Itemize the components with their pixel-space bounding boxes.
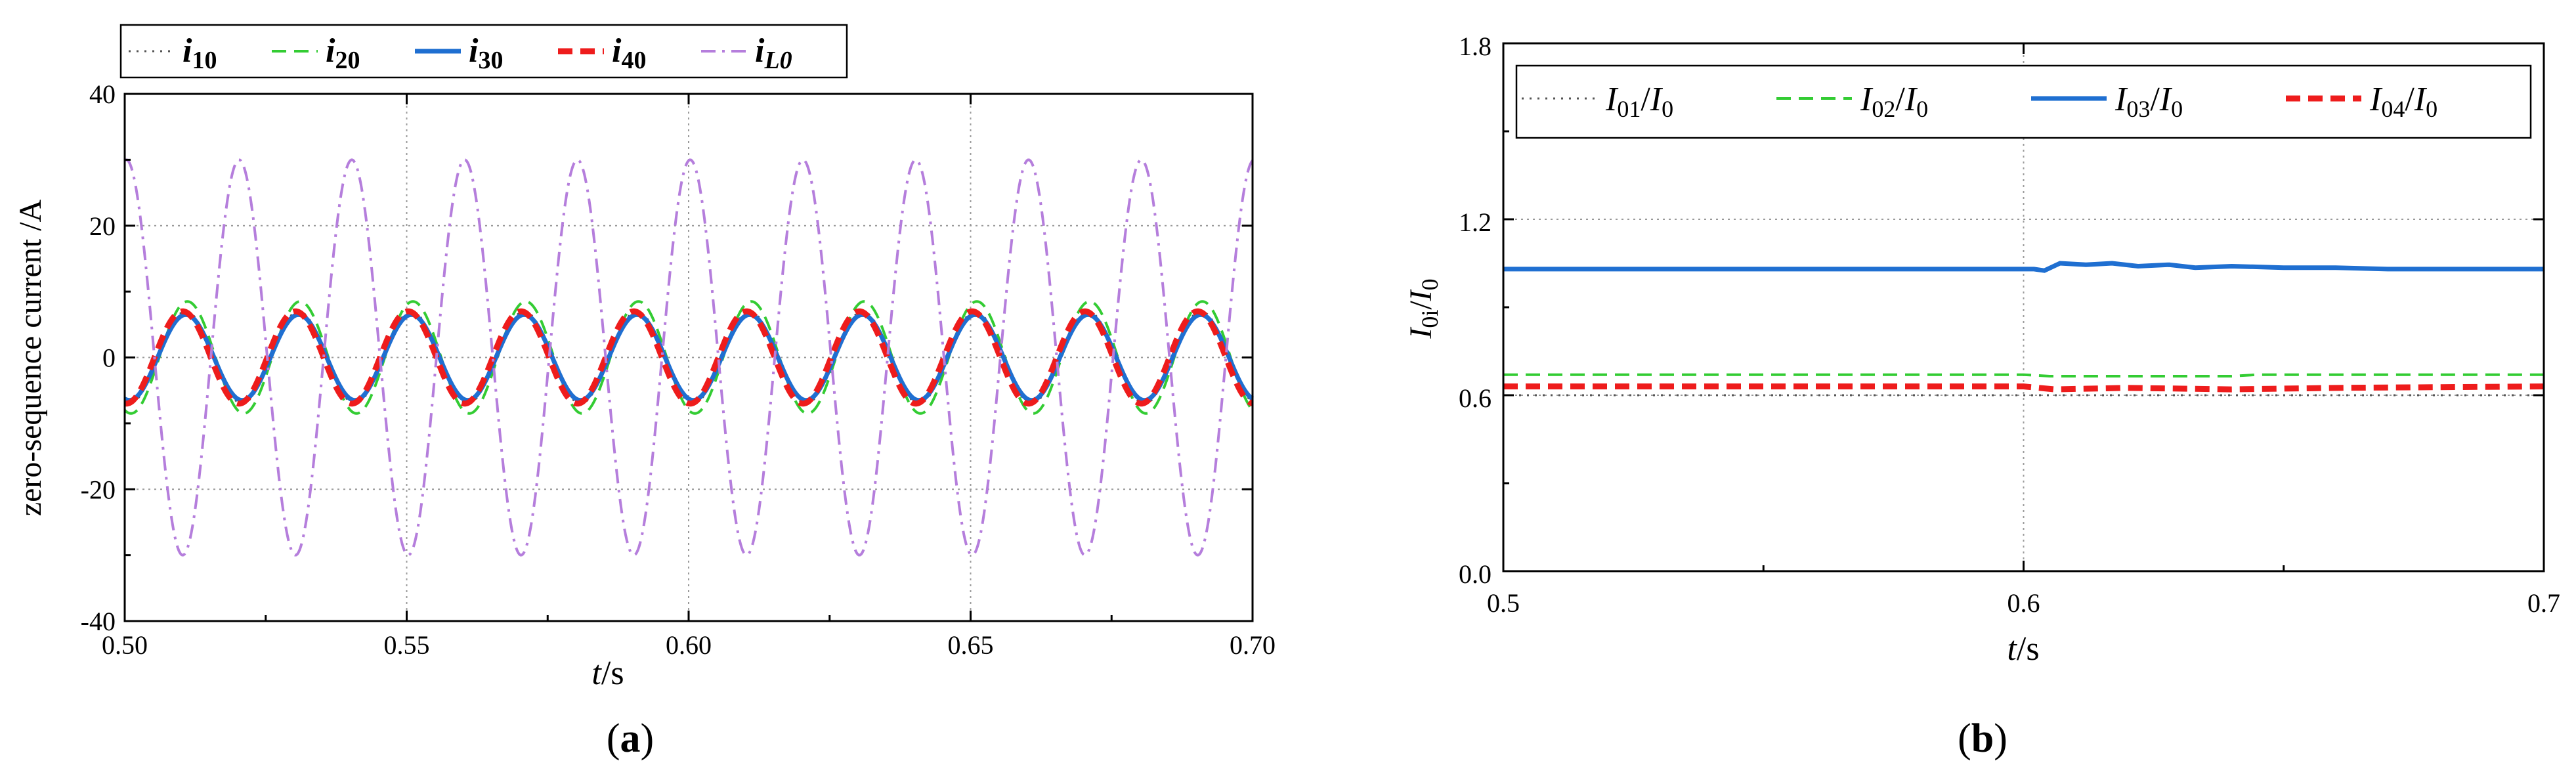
chart-a-y-tick-label: -20 — [81, 475, 116, 504]
chart-b-x-axis-label-var: t — [2007, 630, 2017, 668]
chart-b: 0.5 0.6 0.70.00.61.21.8 I0i/I0 t/s (b) I01… — [1404, 32, 2560, 761]
chart-a-y-tick-label: 40 — [89, 79, 116, 109]
chart-a-y-axis-label: zero-sequence current /A — [13, 199, 48, 516]
chart-b-legend-label-den-sub: 0 — [1662, 96, 1673, 122]
chart-b-legend-label-den-sub: 0 — [2171, 96, 2183, 122]
chart-a-legend-label-base: i — [326, 32, 335, 70]
chart-b-legend-box — [1515, 64, 2532, 139]
chart-a-x-tick-label: 0.70 — [1230, 630, 1276, 660]
chart-a-x-tick-label: 0.55 — [384, 630, 430, 660]
chart-a-x-tick-label: 0.50 — [102, 630, 148, 660]
chart-b-y-tick-label: 1.8 — [1459, 32, 1492, 61]
chart-b-legend-label-i02-i0: I02/I0 — [1860, 81, 1928, 122]
chart-b-legend-label-num: I — [2369, 81, 2383, 118]
chart-a-legend-label-sub: L0 — [763, 47, 792, 74]
chart-a-x-axis-label-var: t — [591, 655, 602, 692]
chart-a-panel-label: (a) — [607, 716, 654, 761]
chart-b-legend-label-den: I — [1650, 81, 1664, 118]
chart-b-x-tick-label: 0.7 — [2527, 588, 2560, 618]
chart-b-legend-label-num-sub: 02 — [1872, 96, 1895, 122]
chart-b-y-axis-label: I0i/I0 — [1404, 278, 1443, 339]
chart-b-x-tick-label: 0.6 — [2007, 588, 2040, 618]
chart-b-legend-label-num: I — [1605, 81, 1619, 118]
chart-b-legend-label-num-sub: 03 — [2126, 96, 2150, 122]
chart-a-legend-box — [119, 24, 848, 79]
chart-b-legend-label-slash: / — [2405, 81, 2415, 118]
chart-b-x-tick-label: 0.5 — [1487, 588, 1520, 618]
chart-b-panel-letter: b — [1971, 716, 1994, 761]
chart-b-legend-label-den-sub: 0 — [1916, 96, 1928, 122]
chart-a-x-axis-label-unit: /s — [601, 655, 624, 692]
chart-b-legend-label-den: I — [2159, 81, 2173, 118]
chart-b-series-i02-i0 — [1503, 373, 2544, 377]
chart-b-legend-label-num-sub: 01 — [1617, 96, 1641, 122]
chart-b-legend-label-den-sub: 0 — [2426, 96, 2437, 122]
chart-b-legend-label-den: I — [1904, 81, 1918, 118]
chart-a-legend: i10 i20 i30 i40 iL0 — [119, 24, 848, 79]
chart-a-x-tick-label: 0.60 — [666, 630, 712, 660]
chart-b-x-axis-label-unit: /s — [2017, 630, 2040, 668]
chart-b-axis-ticks: 0.5 0.6 0.7 0.0 0.6 1.2 1.8 — [1459, 32, 2560, 618]
chart-b-y-label-num-sub: 0i — [1417, 310, 1443, 328]
chart-a-legend-label-sub: 10 — [192, 47, 217, 74]
chart-a-legend-label-i10: i10 — [182, 32, 217, 74]
chart-b-legend-label-i01-i0: I01/I0 — [1605, 81, 1673, 122]
chart-b-legend: I01/I0 I02/I0 I03/I0 I04/I0 — [1515, 64, 2532, 139]
chart-b-legend-label-i03-i0: I03/I0 — [2114, 81, 2183, 122]
chart-a-legend-label-i40: i40 — [612, 32, 646, 74]
chart-a-y-tick-label: -40 — [81, 607, 116, 636]
chart-b-y-label-num: I — [1404, 327, 1438, 339]
chart-b-legend-label-num: I — [2114, 81, 2128, 118]
chart-a-panel-letter: a — [620, 716, 641, 761]
chart-a-legend-label-sub: 30 — [478, 47, 503, 74]
chart-a-legend-label-base: i — [469, 32, 479, 70]
chart-b-legend-label-num: I — [1860, 81, 1874, 118]
chart-b-legend-label-slash: / — [1895, 81, 1905, 118]
chart-b-y-tick-label: 0.6 — [1459, 383, 1492, 413]
chart-b-series-i04-i0 — [1503, 383, 2544, 393]
chart-b-legend-label-den: I — [2414, 81, 2428, 118]
chart-b-y-tick-label: 1.2 — [1459, 207, 1492, 237]
chart-a-x-axis-label: t/s — [591, 655, 624, 692]
chart-a-legend-label-base: i — [612, 32, 622, 70]
chart-a-gridlines — [125, 94, 1253, 621]
chart-b-x-axis-label: t/s — [2007, 630, 2039, 668]
chart-a-legend-label-i20: i20 — [326, 32, 360, 74]
chart-a-legend-label-base: i — [182, 32, 192, 70]
chart-a-legend-label-sub: 20 — [335, 47, 360, 74]
chart-a-series-group — [123, 158, 1254, 557]
chart-b-y-tick-label: 0.0 — [1459, 559, 1492, 589]
chart-b-legend-label-slash: / — [2150, 81, 2160, 118]
chart-a-x-tick-label: 0.65 — [948, 630, 994, 660]
chart-a-legend-label-sub: 40 — [621, 47, 646, 74]
chart-a-legend-label-base: i — [755, 32, 765, 70]
chart-b-legend-label-slash: / — [1641, 81, 1650, 118]
chart-b-series-group — [1503, 261, 2544, 397]
chart-b-y-label-den-sub: 0 — [1417, 278, 1443, 290]
chart-b-y-label-slash: / — [1404, 301, 1438, 310]
chart-a: 0.50 0.55 0.60 0.65 0.70 -40 -20 0 20 40 zero-seq… — [13, 24, 1276, 761]
chart-b-legend-label-num-sub: 04 — [2381, 96, 2405, 122]
chart-a-axis-ticks: 0.50 0.55 0.60 0.65 0.70 -40 -20 0 20 40 — [81, 79, 1276, 660]
chart-b-legend-label-i04-i0: I04/I0 — [2369, 81, 2437, 122]
chart-a-series-i40 — [124, 308, 1254, 407]
chart-a-series-il0 — [123, 158, 1254, 557]
chart-a-legend-label-il0: iL0 — [755, 32, 792, 74]
chart-a-y-tick-label: 20 — [89, 211, 116, 241]
chart-b-panel-label: (b) — [1958, 716, 2007, 761]
chart-a-y-tick-label: 0 — [102, 343, 116, 373]
chart-a-legend-label-i30: i30 — [469, 32, 503, 74]
chart-b-series-i03-i0 — [1503, 261, 2544, 273]
chart-b-y-label-den: I — [1404, 289, 1438, 301]
